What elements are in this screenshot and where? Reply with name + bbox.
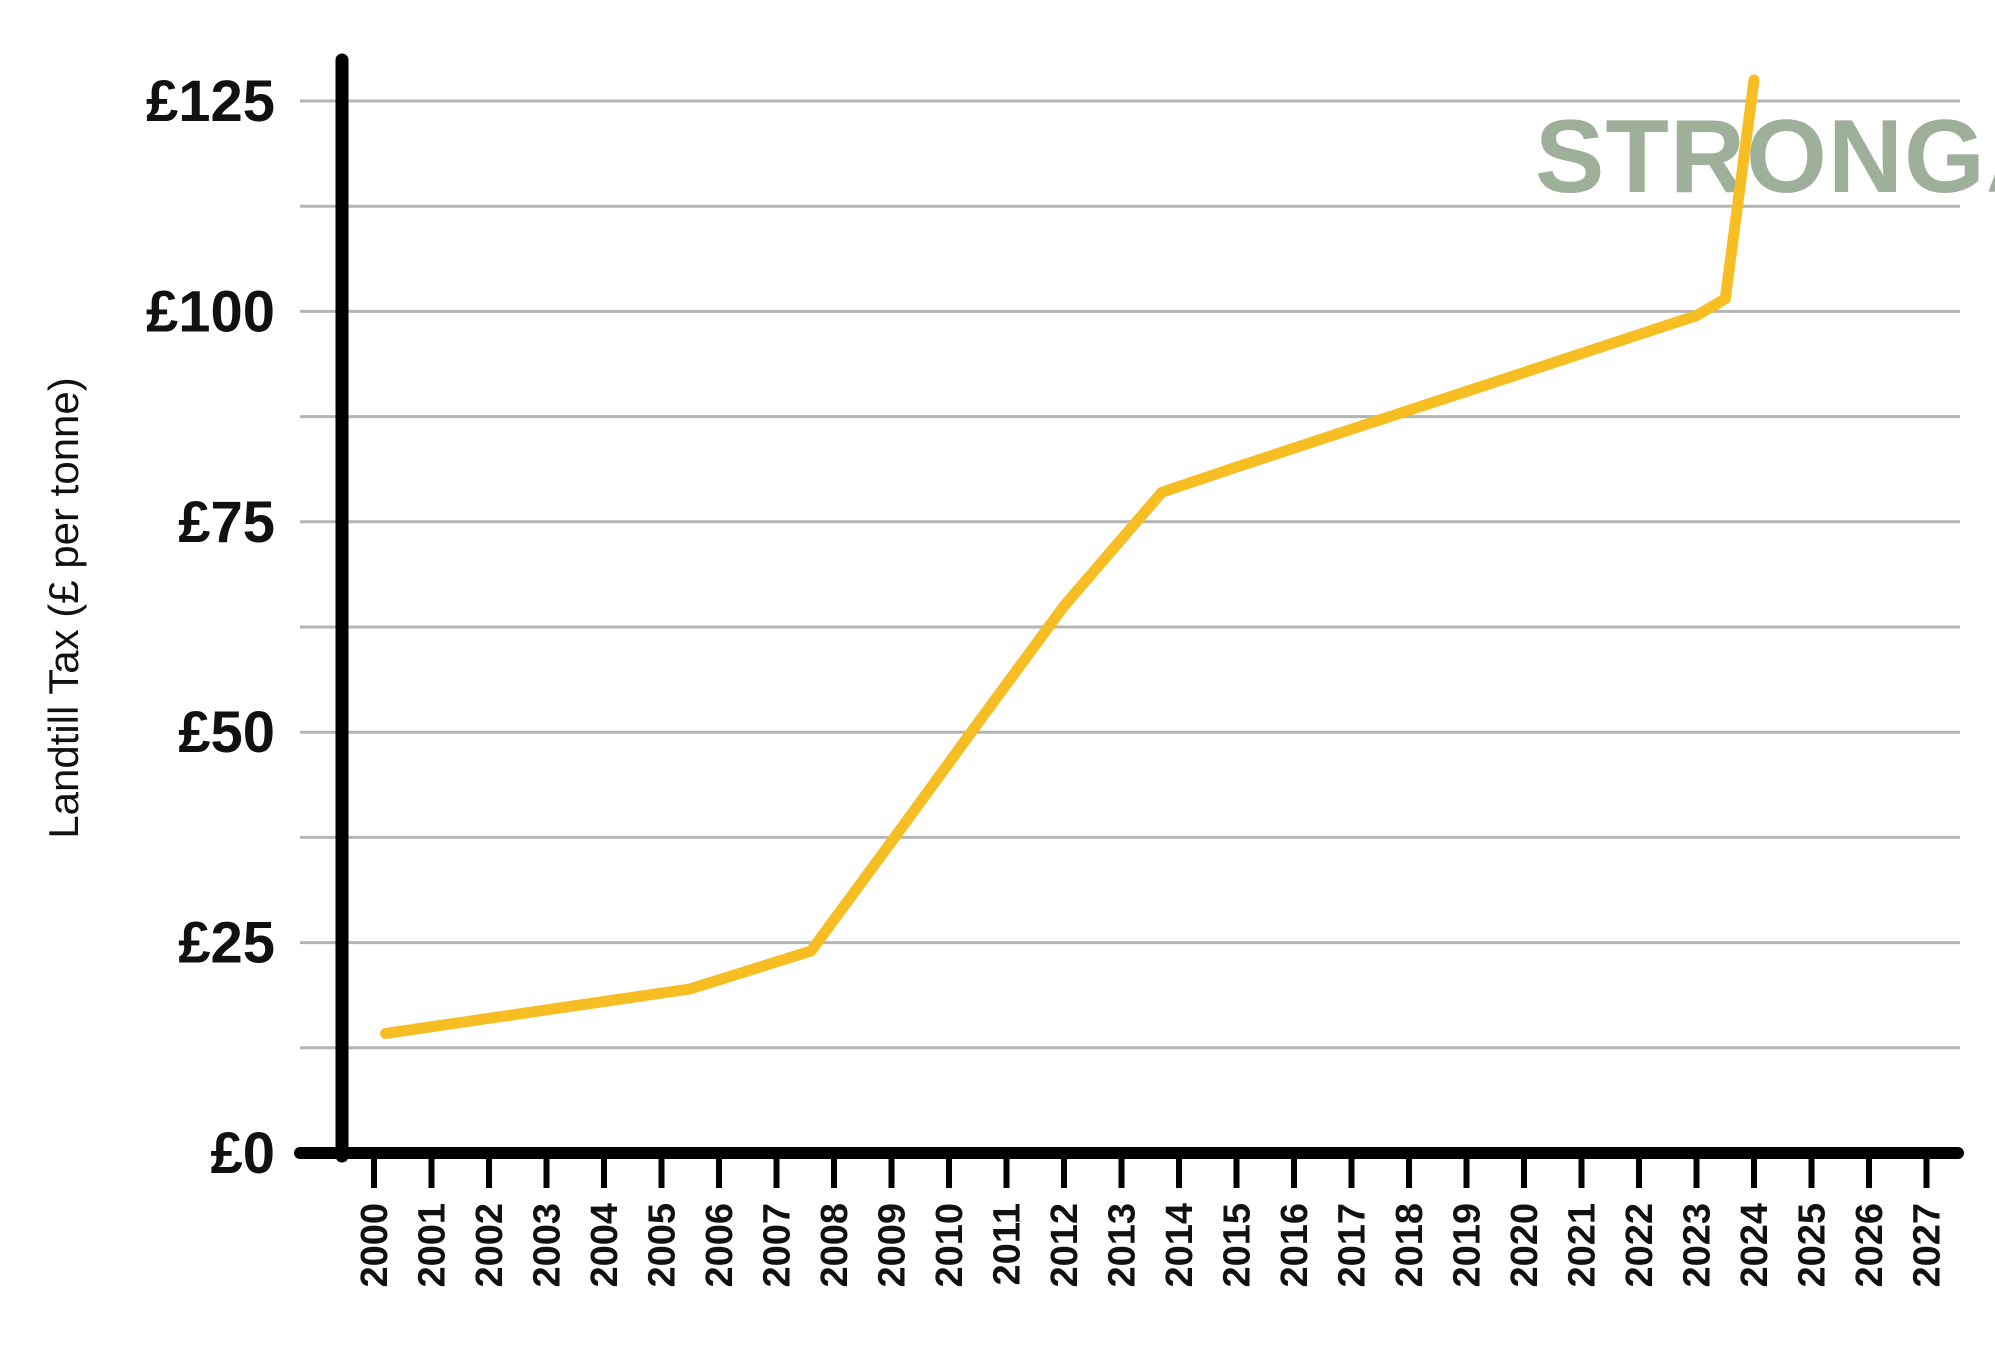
data-point (1461, 386, 1472, 397)
gridlines (300, 99, 1960, 1050)
x-tick-label: 2022 (1619, 1203, 1661, 1288)
x-tick-label: 2006 (699, 1203, 741, 1288)
x-tick-label: 2001 (412, 1203, 454, 1288)
y-tick-label: £0 (210, 1121, 275, 1186)
y-tick-label: £50 (178, 700, 275, 765)
x-tick-label: 2021 (1562, 1203, 1604, 1288)
data-point (978, 710, 989, 721)
x-tick-label: 2014 (1159, 1203, 1201, 1288)
x-tick-label: 2012 (1044, 1203, 1086, 1288)
x-tick-label: 2003 (527, 1203, 569, 1288)
y-tick-label: £25 (178, 911, 275, 976)
x-tick-label: 2010 (929, 1203, 971, 1288)
x-tick-label: 2015 (1217, 1203, 1259, 1288)
data-point (1059, 600, 1069, 611)
y-tick-label: £75 (178, 490, 275, 555)
data-point (484, 1013, 494, 1024)
series-line (380, 74, 1760, 1039)
x-tick-label: 2024 (1734, 1203, 1776, 1288)
data-point (1156, 487, 1167, 498)
x-tick-label: 2017 (1332, 1203, 1374, 1288)
x-tick-label: 2002 (469, 1203, 511, 1288)
x-tick-label: 2019 (1447, 1203, 1489, 1288)
x-tick-label: 2025 (1792, 1203, 1834, 1288)
x-tick-label: 2026 (1849, 1203, 1891, 1288)
x-tick-label: 2011 (987, 1203, 1029, 1285)
y-axis-label: Landtill Tax (£ per tonne) (40, 377, 87, 839)
data-point (380, 1028, 391, 1039)
x-tick-label: 2000 (354, 1203, 396, 1288)
data-points (380, 74, 1759, 1039)
data-point (1576, 348, 1587, 359)
data-point (806, 946, 816, 957)
y-tick-labels: £0 £25 £50 £75 £100 £125 (146, 69, 275, 1186)
data-point (685, 983, 696, 994)
watermark-text: STRONGA (1535, 99, 1995, 215)
x-tick-label: 2027 (1907, 1203, 1949, 1288)
data-point (599, 996, 609, 1007)
x-tick-label: 2016 (1274, 1203, 1316, 1288)
x-tick-label: 2007 (757, 1203, 799, 1288)
x-tick-label: 2013 (1102, 1203, 1144, 1288)
data-point (1749, 74, 1759, 85)
data-point (886, 836, 897, 847)
data-point (1720, 293, 1731, 304)
x-tick-label: 2020 (1504, 1203, 1546, 1288)
x-tick-label: 2018 (1389, 1203, 1431, 1288)
x-tick-label: 2023 (1677, 1203, 1719, 1288)
x-tick-label: 2009 (872, 1203, 914, 1288)
x-tick-label: 2004 (584, 1203, 626, 1288)
x-tick-label: 2008 (814, 1203, 856, 1288)
data-point (1231, 462, 1242, 473)
y-tick-label: £100 (146, 279, 275, 344)
x-ticks: 2000 2001 2002 2003 2004 2005 2006 2007 2008 2009… (354, 1153, 1949, 1288)
x-tick-label: 2005 (642, 1203, 684, 1288)
data-point (1691, 310, 1702, 321)
data-point (1346, 424, 1357, 435)
y-tick-label: £125 (146, 69, 275, 134)
